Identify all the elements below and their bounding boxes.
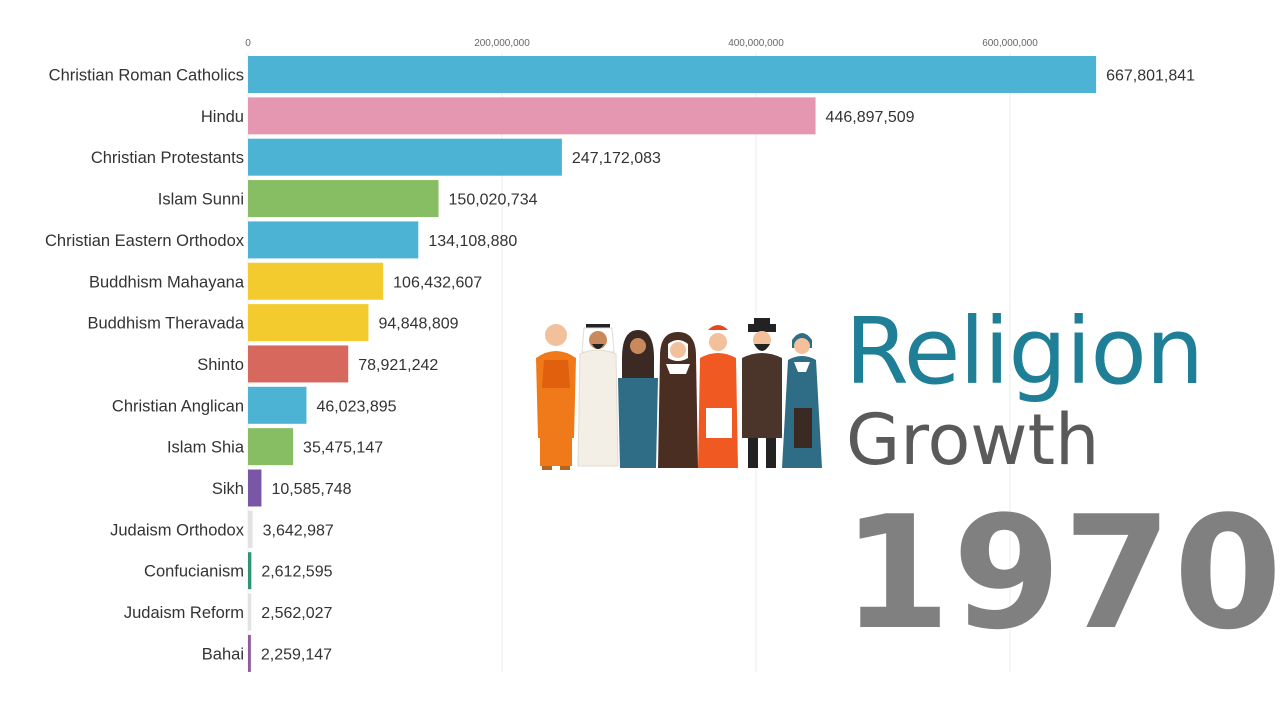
category-label: Hindu [201, 108, 244, 126]
value-label: 134,108,880 [428, 233, 517, 250]
category-label: Shinto [197, 356, 244, 374]
x-tick-label: 200,000,000 [474, 38, 530, 49]
x-tick-label: 600,000,000 [982, 38, 1038, 49]
value-label: 78,921,242 [358, 357, 438, 374]
arab-man-figure [577, 324, 619, 467]
category-label: Judaism Orthodox [110, 521, 245, 539]
value-label: 3,642,987 [263, 522, 334, 539]
hijab-woman-figure [618, 330, 658, 468]
value-label: 446,897,509 [826, 109, 915, 126]
x-tick-label: 400,000,000 [728, 38, 784, 49]
bar [248, 180, 439, 218]
chart-title: Religion [845, 298, 1204, 405]
bar [248, 593, 252, 631]
bar [248, 138, 562, 176]
bar [248, 97, 816, 135]
value-label: 35,475,147 [303, 440, 383, 457]
value-label: 247,172,083 [572, 150, 661, 167]
monk-figure [536, 324, 576, 470]
category-label: Judaism Reform [124, 604, 244, 622]
category-label: Bahai [202, 645, 244, 663]
bar [248, 469, 262, 507]
category-label: Buddhism Theravada [87, 315, 244, 333]
value-label: 2,612,595 [261, 564, 332, 581]
category-label: Confucianism [144, 563, 244, 581]
nun-figure [658, 332, 698, 468]
category-label: Christian Roman Catholics [49, 67, 244, 85]
value-label: 2,562,027 [261, 605, 332, 622]
category-label: Christian Eastern Orthodox [45, 232, 245, 250]
category-label: Islam Sunni [158, 191, 244, 209]
bar [248, 510, 253, 548]
bar [248, 345, 349, 383]
bar [248, 552, 252, 590]
bar [248, 634, 251, 672]
bar [248, 386, 307, 424]
bar [248, 428, 294, 466]
value-label: 94,848,809 [378, 316, 458, 333]
value-label: 667,801,841 [1106, 68, 1195, 85]
bar [248, 221, 419, 259]
x-tick-label: 0 [245, 38, 251, 49]
bar [248, 304, 369, 342]
value-label: 2,259,147 [261, 646, 332, 663]
amish-woman-figure [782, 333, 822, 468]
year-label: 1970 [842, 482, 1280, 664]
value-label: 10,585,748 [271, 481, 351, 498]
category-label: Buddhism Mahayana [89, 273, 245, 291]
religious-people-illustration [536, 318, 822, 470]
category-label: Sikh [212, 480, 244, 498]
value-label: 106,432,607 [393, 274, 482, 291]
chart-subtitle: Growth [846, 399, 1100, 481]
bar [248, 262, 384, 300]
bar [248, 56, 1097, 93]
category-label: Islam Shia [167, 439, 245, 457]
category-label: Christian Anglican [112, 397, 244, 415]
value-label: 150,020,734 [449, 192, 538, 209]
value-label: 46,023,895 [316, 398, 396, 415]
jewish-man-figure [742, 318, 782, 468]
category-label: Christian Protestants [91, 149, 244, 167]
cardinal-figure [698, 325, 738, 468]
